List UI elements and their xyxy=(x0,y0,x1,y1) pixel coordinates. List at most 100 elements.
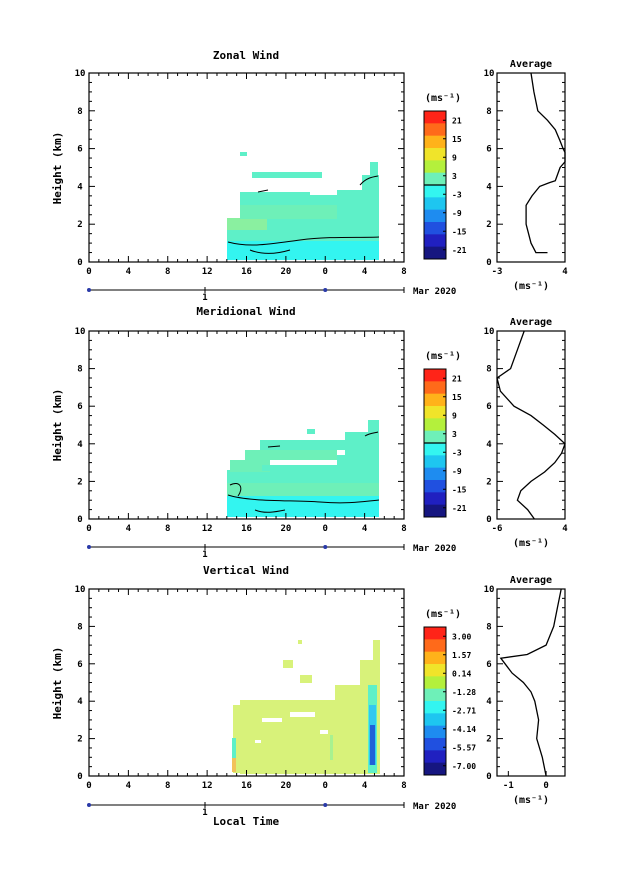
heatmap-cell xyxy=(290,712,315,717)
colorbar-swatch xyxy=(424,664,446,677)
y-tick-label: 10 xyxy=(75,327,86,337)
y-tick-label: 0 xyxy=(77,258,82,268)
date-label: Mar 2020 xyxy=(413,287,456,297)
colorbar-label: 15 xyxy=(452,393,462,402)
heatmap-cell xyxy=(330,735,333,760)
day-marker xyxy=(323,545,328,549)
heatmap-cell xyxy=(240,700,380,774)
colorbar-label: 3.00 xyxy=(452,632,471,641)
colorbar-label: -4.14 xyxy=(452,725,476,734)
day-axis xyxy=(87,287,405,293)
colorbar-swatch xyxy=(424,762,446,776)
heatmap-cell xyxy=(337,200,379,230)
colorbar-label: -2.71 xyxy=(452,706,476,715)
heatmap-cell xyxy=(252,172,322,178)
chart-title: Vertical Wind xyxy=(203,564,289,577)
colorbar-swatch xyxy=(424,197,446,211)
heatmap-cell xyxy=(370,725,375,765)
x-tick-label: 0 xyxy=(86,524,91,534)
x-tick-label: 12 xyxy=(202,781,213,791)
colorbar-swatch xyxy=(424,443,446,456)
colorbar-swatch xyxy=(424,750,446,764)
x-tick-label: 4 xyxy=(126,267,132,277)
colorbar-label: -9 xyxy=(452,209,462,218)
profile-x-axis-label: (ms⁻¹) xyxy=(513,538,549,549)
x-tick-label: 8 xyxy=(401,267,406,277)
colorbar-swatch xyxy=(424,492,446,506)
profile-y-tick-label: 10 xyxy=(484,585,495,595)
heatmap-cell xyxy=(370,162,378,176)
y-tick-label: 4 xyxy=(77,440,83,450)
x-tick-label: 8 xyxy=(165,267,170,277)
colorbar-label: 0.14 xyxy=(452,669,471,678)
colorbar-swatch xyxy=(424,381,446,395)
day-marker xyxy=(323,288,328,292)
colorbar-label: 21 xyxy=(452,116,462,125)
contour-line xyxy=(257,189,269,193)
colorbar-label: 9 xyxy=(452,153,457,162)
date-label: Mar 2020 xyxy=(413,544,456,554)
heatmap-cell xyxy=(232,758,236,772)
colorbar-swatch xyxy=(424,701,446,714)
day-label: 1 xyxy=(202,808,207,818)
profile-y-tick-label: 2 xyxy=(486,477,491,487)
x-tick-label: 0 xyxy=(323,781,328,791)
profile-y-tick-label: 0 xyxy=(486,258,491,268)
colorbar-border xyxy=(423,626,447,776)
colorbar-label: 21 xyxy=(452,374,462,383)
profile-line xyxy=(499,588,562,777)
colorbar-swatch xyxy=(424,185,446,198)
x-tick-label: 0 xyxy=(86,267,91,277)
x-tick-label: 8 xyxy=(165,524,170,534)
y-tick-label: 8 xyxy=(77,365,82,375)
x-tick-label: 8 xyxy=(165,781,170,791)
profile-x-tick-label: -3 xyxy=(492,267,503,277)
x-tick-label: 12 xyxy=(202,267,213,277)
colorbar-swatch xyxy=(424,234,446,248)
colorbar-swatch xyxy=(424,246,446,260)
contour-line xyxy=(229,482,242,497)
profile-x-tick-label: 4 xyxy=(562,267,568,277)
y-tick-label: 8 xyxy=(77,622,82,632)
x-tick-label: 16 xyxy=(241,781,252,791)
heatmap-cell xyxy=(232,738,236,758)
y-tick-label: 0 xyxy=(77,772,82,782)
colorbar-swatch xyxy=(424,725,446,739)
colorbar: (ms⁻¹) 21 15 9 3 -3 -9 -15 -21 xyxy=(423,351,467,518)
y-tick-label: 8 xyxy=(77,107,82,117)
profile-y-tick-label: 4 xyxy=(486,182,492,192)
x-tick-label: 16 xyxy=(241,524,252,534)
heatmap-cell xyxy=(240,152,247,156)
contour-line xyxy=(359,175,379,186)
colorbar-label: 1.57 xyxy=(452,651,471,660)
x-axis-label: Local Time xyxy=(213,815,280,828)
y-tick-label: 2 xyxy=(77,477,82,487)
heatmap-cell xyxy=(227,482,379,496)
plot-frame: 0 4 8 12 16 20 0 4 8 0 2 4 6 8 10 xyxy=(75,327,407,534)
profile-y-tick-label: 2 xyxy=(486,735,491,745)
y-axis-label: Height (km) xyxy=(51,389,64,462)
y-tick-label: 2 xyxy=(77,735,82,745)
x-tick-label: 4 xyxy=(362,524,368,534)
colorbar-label: -21 xyxy=(452,504,467,513)
heatmap-field xyxy=(232,640,380,774)
y-tick-label: 4 xyxy=(77,697,83,707)
heatmap-field xyxy=(227,420,380,517)
date-label: Mar 2020 xyxy=(413,802,456,812)
heatmap-cell xyxy=(310,195,337,205)
colorbar-label: -5.57 xyxy=(452,743,476,752)
day-marker xyxy=(87,803,91,807)
x-tick-label: 20 xyxy=(280,267,291,277)
heatmap-cell xyxy=(345,432,379,456)
plot-frame: 0 4 8 12 16 20 0 4 8 0 2 4 6 8 10 xyxy=(75,69,407,277)
heatmap-cell xyxy=(298,640,302,644)
profile-x-tick-label: 0 xyxy=(543,781,548,791)
profile-y-tick-label: 8 xyxy=(486,365,491,375)
profile-border xyxy=(496,72,566,263)
colorbar-label: -7.00 xyxy=(452,762,476,771)
colorbar-swatch xyxy=(424,627,446,640)
x-tick-label: 20 xyxy=(280,524,291,534)
profile-x-axis-label: (ms⁻¹) xyxy=(513,281,549,292)
